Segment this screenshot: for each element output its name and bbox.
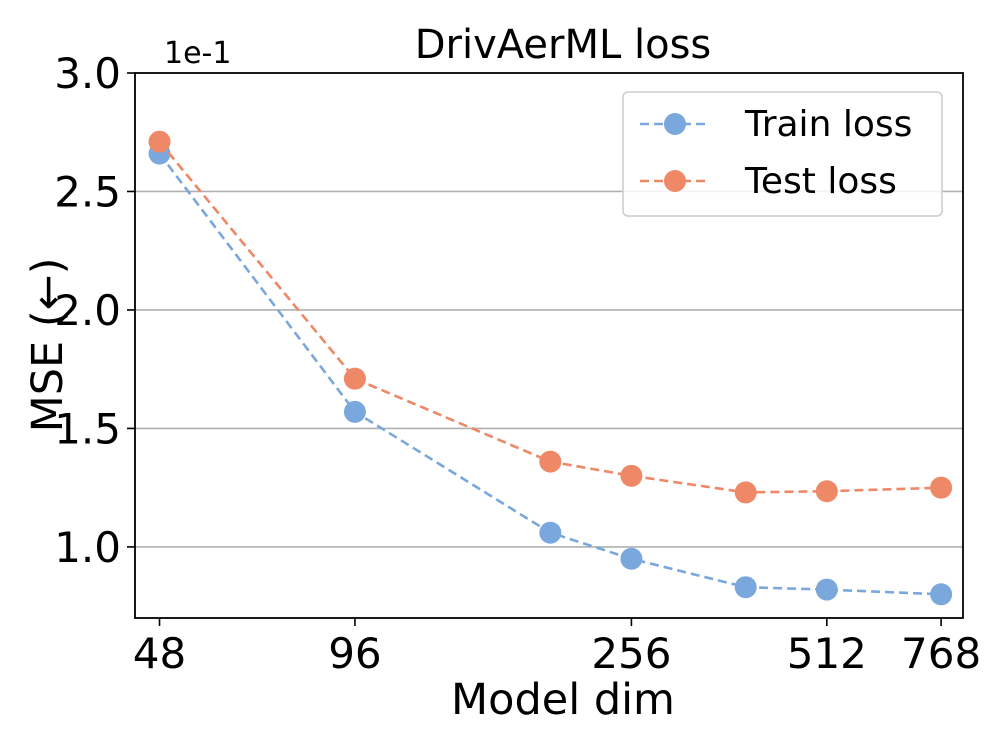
- y-tick-label: 2.5: [54, 167, 121, 216]
- train-loss-point: [343, 400, 366, 423]
- x-tick-label: 768: [901, 629, 981, 678]
- y-scale-label: 1e-1: [164, 36, 231, 71]
- y-tick-label: 1.5: [54, 404, 121, 453]
- chart-title: DrivAerML loss: [415, 22, 712, 68]
- test-loss-point: [734, 481, 757, 504]
- test-loss-point: [930, 476, 953, 499]
- train-loss-point: [815, 578, 838, 601]
- test-loss-point: [815, 480, 838, 503]
- test-loss-point: [539, 450, 562, 473]
- y-tick-label: 2.0: [54, 286, 121, 335]
- legend-test-marker: [664, 170, 686, 192]
- x-tick-label: 512: [787, 629, 867, 678]
- y-axis-label: MSE (←): [23, 258, 73, 433]
- legend-train-marker: [664, 113, 686, 135]
- test-loss-point: [620, 464, 643, 487]
- tick-layer: 1.0 1.5 2.0 2.5 3.0 48 96 256 512 768: [54, 49, 981, 678]
- x-axis-label: Model dim: [451, 675, 675, 725]
- grid-lines: [135, 190, 963, 548]
- series-layer: [148, 130, 953, 606]
- train-loss-point: [539, 521, 562, 544]
- legend: Train loss Test loss: [622, 91, 943, 217]
- train-loss-point: [620, 547, 643, 570]
- x-tick-label: 256: [591, 629, 671, 678]
- test-loss-point: [148, 130, 171, 153]
- test-loss-point: [343, 367, 366, 390]
- legend-test-label: Test loss: [744, 161, 897, 202]
- plot-frame: [134, 72, 964, 619]
- train-loss-point: [930, 583, 953, 606]
- y-tick-label: 1.0: [54, 523, 121, 572]
- legend-train-label: Train loss: [744, 104, 912, 145]
- x-tick-label: 96: [328, 629, 381, 678]
- x-tick-label: 48: [133, 629, 186, 678]
- y-tick-label: 3.0: [54, 49, 121, 98]
- train-loss-point: [734, 576, 757, 599]
